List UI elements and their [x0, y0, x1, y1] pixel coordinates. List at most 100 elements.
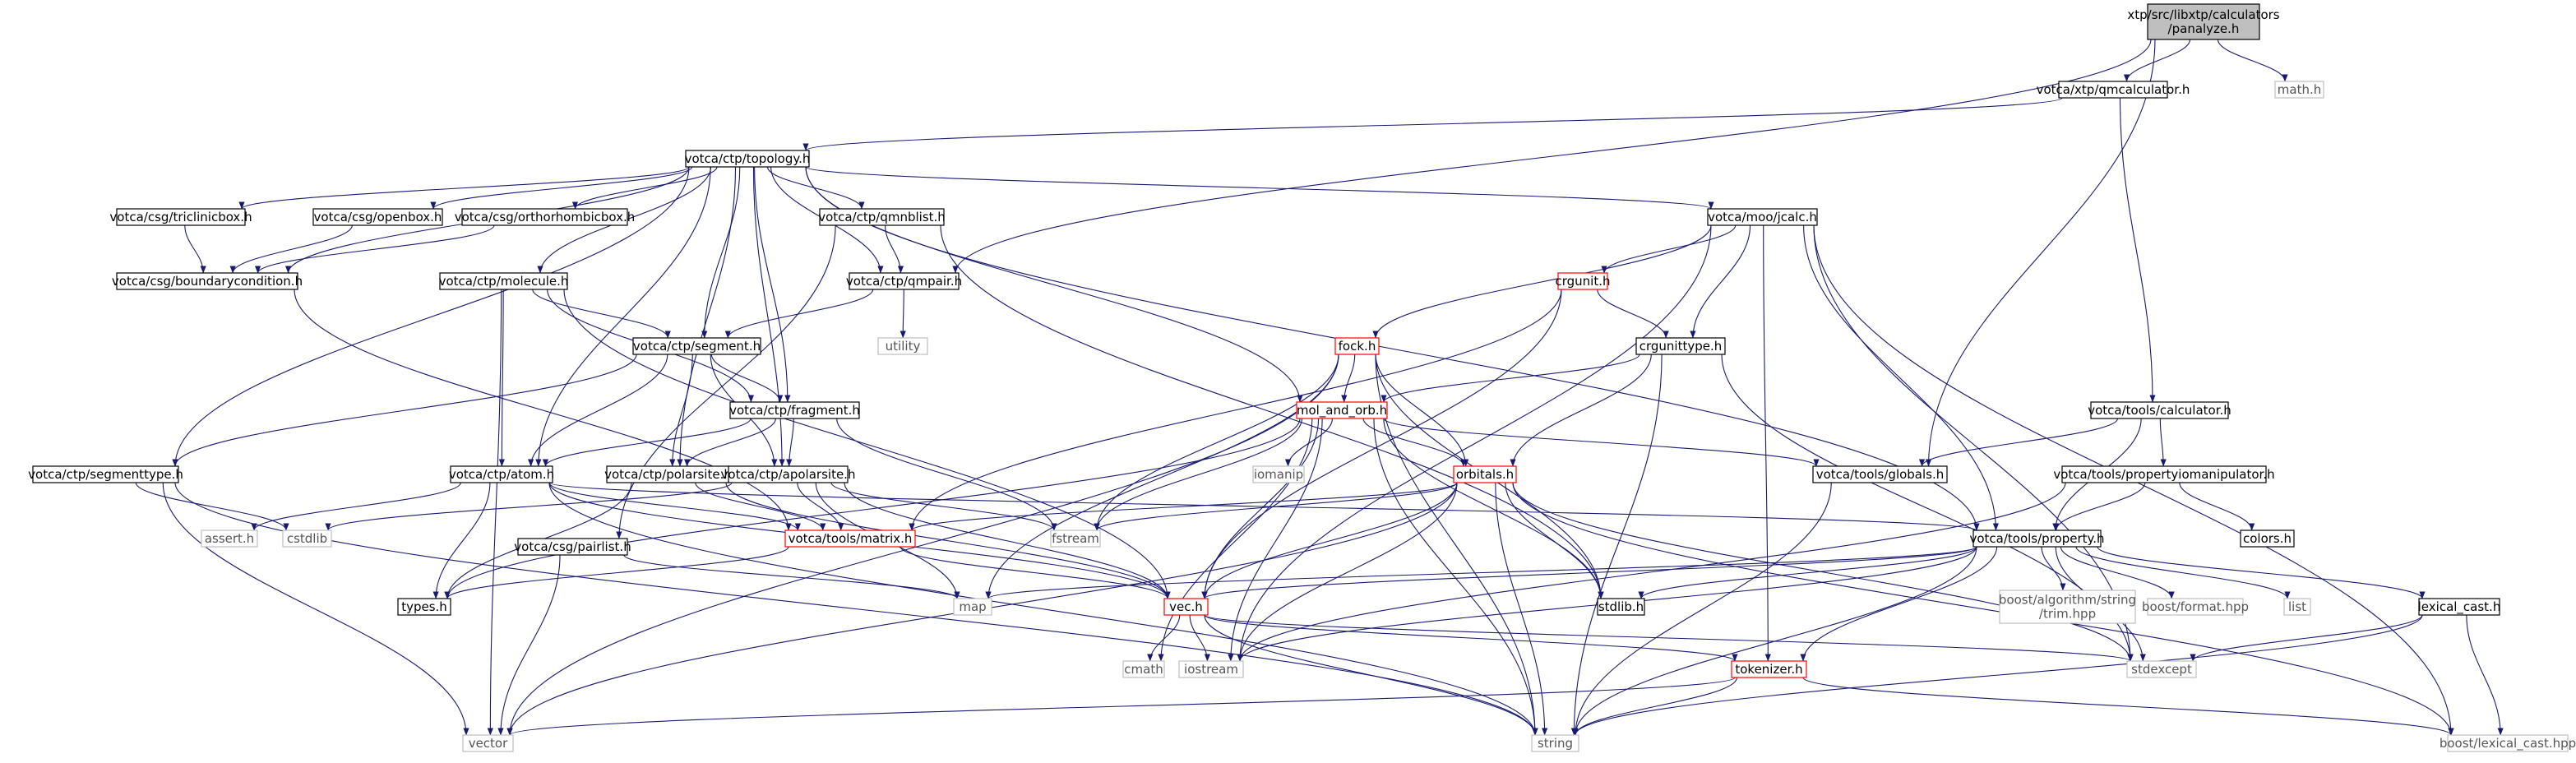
edge-molandorb-to-globals — [1383, 418, 1820, 467]
node-polarsite[interactable]: votca/ctp/polarsite.h — [604, 465, 732, 483]
node-box — [461, 208, 628, 226]
node-label: votca/ctp/segmenttype.h — [28, 467, 183, 482]
node-boundary[interactable]: votca/csg/boundarycondition.h — [112, 272, 303, 290]
node-box — [1972, 529, 2102, 548]
node-propio[interactable]: votca/tools/propertyiomanipulator.h — [2053, 465, 2275, 483]
node-orbitals[interactable]: orbitals.h — [1453, 465, 1517, 483]
node-label: votca/tools/propertyiomanipulator.h — [2053, 467, 2274, 482]
node-segmenttype[interactable]: votca/ctp/segmenttype.h — [28, 465, 183, 483]
node-apolarsite[interactable]: votca/ctp/apolarsite.h — [721, 465, 856, 483]
node-trim[interactable]: boost/algorithm/string/trim.hpp — [1999, 590, 2136, 624]
node-atom[interactable]: votca/ctp/atom.h — [449, 465, 554, 483]
node-orthorhombic[interactable]: votca/csg/orthorhombicbox.h — [455, 208, 636, 226]
node-vec[interactable]: vec.h — [1163, 598, 1209, 616]
edge-molecule-to-vector — [487, 289, 502, 736]
node-box — [1050, 529, 1101, 548]
node-qmnblist[interactable]: votca/ctp/qmnblist.h — [818, 208, 946, 226]
node-box — [450, 465, 553, 483]
node-fock[interactable]: fock.h — [1334, 337, 1380, 355]
node-box — [2274, 81, 2324, 99]
node-globals[interactable]: votca/tools/globals.h — [1812, 465, 1948, 483]
node-list[interactable]: list — [2283, 598, 2311, 616]
node-box — [1812, 465, 1948, 483]
node-triclinic[interactable]: votca/csg/triclinicbox.h — [109, 208, 252, 226]
edge-molecule-to-atom — [498, 289, 505, 467]
node-box — [877, 337, 928, 355]
node-box — [1334, 337, 1380, 355]
node-box — [116, 272, 298, 290]
edge-polarsite-to-vec — [725, 482, 1171, 599]
node-label: lexical_cast.h — [2418, 599, 2501, 615]
node-box — [685, 150, 810, 168]
edge-fragment-to-polarsite — [684, 418, 776, 467]
node-qmcalc[interactable]: votca/xtp/qmcalculator.h — [2037, 81, 2190, 99]
edge-vec-to-string — [1204, 614, 1538, 736]
node-jcalc[interactable]: votca/moo/jcalc.h — [1707, 208, 1818, 226]
node-box — [2283, 598, 2311, 616]
edge-calculator-to-propio — [2159, 418, 2167, 467]
node-label: vector — [469, 736, 508, 751]
node-label: cstdlib — [287, 531, 327, 546]
node-molandorb[interactable]: mol_and_orb.h — [1296, 401, 1388, 419]
edge-triclinic-to-boundary — [184, 224, 206, 274]
node-crgunit[interactable]: crgunit.h — [1555, 272, 1611, 290]
node-label: votca/csg/triclinicbox.h — [109, 210, 252, 224]
edge-orbitals-to-boostlexical — [1512, 482, 2454, 736]
edge-root-to-globals — [1925, 39, 2156, 467]
node-cmath[interactable]: cmath — [1122, 660, 1165, 678]
node-utility[interactable]: utility — [877, 337, 928, 355]
edge-segmenttype-to-vector — [162, 482, 469, 736]
edge-property-to-trim — [2041, 546, 2066, 591]
node-molecule[interactable]: votca/ctp/molecule.h — [439, 272, 569, 290]
node-topology[interactable]: votca/ctp/topology.h — [685, 150, 811, 168]
node-tokenizer[interactable]: tokenizer.h — [1731, 660, 1807, 678]
edge-segment-to-segmenttype — [172, 354, 637, 467]
node-boostformat[interactable]: boost/format.hpp — [2142, 598, 2249, 616]
node-box — [1635, 337, 1726, 355]
edge-topology-to-triclinic — [238, 166, 690, 210]
node-crgunittype[interactable]: crgunittype.h — [1635, 337, 1726, 355]
node-fragment[interactable]: votca/ctp/fragment.h — [729, 401, 860, 419]
node-box — [1707, 208, 1818, 226]
node-box — [1453, 465, 1517, 483]
node-label: iomanip — [1254, 467, 1303, 482]
node-mathh[interactable]: math.h — [2274, 81, 2324, 99]
node-colors[interactable]: colors.h — [2240, 529, 2295, 548]
edge-property-to-stdlib — [1638, 546, 1977, 599]
node-box — [1557, 272, 1608, 290]
edge-apolarsite-to-vec — [844, 482, 1171, 599]
node-stdlib[interactable]: stdlib.h — [1597, 598, 1645, 616]
node-calculator[interactable]: votca/tools/calculator.h — [2088, 401, 2231, 419]
node-lexicalcast[interactable]: lexical_cast.h — [2418, 598, 2501, 616]
node-openbox[interactable]: votca/csg/openbox.h — [312, 208, 443, 226]
node-property[interactable]: votca/tools/property.h — [1969, 529, 2105, 548]
node-string[interactable]: string — [1531, 734, 1579, 752]
node-qmpair[interactable]: votca/ctp/qmpair.h — [846, 272, 962, 290]
node-label: votca/tools/calculator.h — [2088, 403, 2231, 418]
node-vector[interactable]: vector — [462, 734, 514, 752]
node-box — [2147, 598, 2244, 616]
edge-fock-to-string — [1375, 354, 1538, 736]
node-map[interactable]: map — [953, 598, 992, 616]
node-label: votca/ctp/polarsite.h — [604, 467, 732, 482]
node-boostlexical[interactable]: boost/lexical_cast.hpp — [2440, 734, 2576, 752]
node-types[interactable]: types.h — [397, 598, 451, 616]
edge-openbox-to-boundary — [229, 224, 353, 274]
edge-molandorb-to-cmath — [1158, 418, 1313, 662]
node-fstream[interactable]: fstream — [1050, 529, 1101, 548]
node-label: votca/ctp/qmnblist.h — [818, 210, 946, 224]
node-box — [2447, 734, 2569, 752]
node-pairlist[interactable]: votca/csg/pairlist.h — [514, 538, 631, 556]
node-matrix[interactable]: votca/tools/matrix.h — [784, 529, 916, 548]
node-iomanip[interactable]: iomanip — [1252, 465, 1305, 483]
edge-fock-to-vector — [506, 354, 1339, 736]
node-box — [517, 538, 628, 556]
node-segment[interactable]: votca/ctp/segment.h — [632, 337, 761, 355]
node-stdexcept[interactable]: stdexcept — [2126, 660, 2197, 678]
node-iostream[interactable]: iostream — [1178, 660, 1244, 678]
node-label: iostream — [1184, 662, 1238, 677]
node-asserth[interactable]: assert.h — [201, 529, 258, 548]
node-cstdlib[interactable]: cstdlib — [282, 529, 332, 548]
edge-crgunit-to-crgunittype — [1597, 289, 1669, 339]
edge-crgunit-to-matrix — [909, 289, 1562, 531]
